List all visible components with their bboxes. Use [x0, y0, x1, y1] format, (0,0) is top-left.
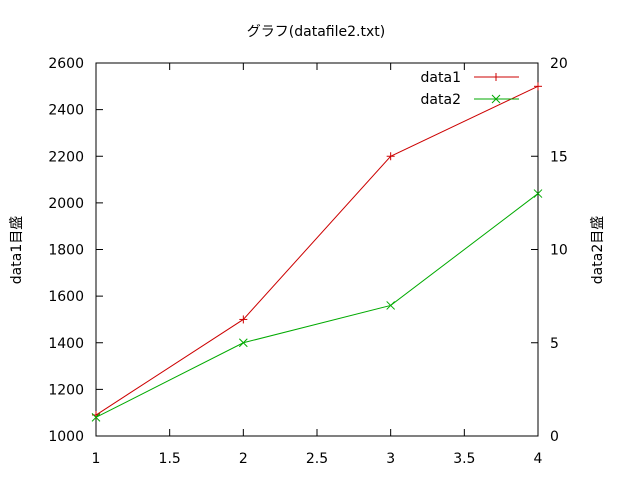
y-tick-label: 2000 [48, 196, 84, 212]
x-tick-label: 3 [386, 451, 395, 467]
y-axis-label: data1目盛 [9, 216, 25, 284]
legend-marker [491, 94, 501, 104]
data-point [533, 189, 543, 198]
series-layer [91, 82, 543, 422]
y2-tick-label: 10 [550, 243, 568, 259]
y2-axis-label: data2目盛 [590, 216, 606, 284]
x-axis: 1 1.5 2 2.5 3 3.5 4 [92, 63, 543, 467]
data-point [91, 412, 101, 422]
legend-label: data2 [421, 92, 461, 108]
y2-axis: 0 5 10 15 20 [531, 56, 568, 445]
y2-tick-label: 0 [550, 429, 559, 445]
legend: data1 data2 [421, 70, 519, 108]
x-tick-label: 3.5 [453, 451, 475, 467]
y-tick-label: 2200 [48, 149, 84, 165]
y2-tick-label: 5 [550, 336, 559, 352]
cross-marker-b [386, 301, 396, 310]
legend-item: data2 [421, 92, 519, 108]
y-axis: 1000 1200 1400 1600 1800 2000 2200 2400 2600 [48, 56, 103, 445]
series-line-data2 [95, 193, 539, 418]
y-tick-label: 2400 [48, 103, 84, 119]
x-tick-label: 1 [92, 451, 101, 467]
y2-tick-label: 15 [550, 149, 568, 165]
data-point [386, 152, 395, 161]
plot-frame [95, 62, 539, 437]
series-data1 [92, 82, 542, 420]
series-data2 [91, 189, 543, 422]
cross-marker-b [91, 412, 101, 422]
series-line-data1 [95, 85, 539, 416]
y-tick-label: 1600 [48, 289, 84, 305]
chart-title: グラフ(datafile2.txt) [247, 24, 385, 40]
cross-marker-b [491, 94, 501, 104]
data-point [239, 315, 248, 324]
x-tick-label: 4 [534, 451, 543, 467]
legend-label: data1 [421, 70, 461, 86]
legend-marker [492, 73, 500, 81]
cross-marker-b [533, 189, 543, 198]
x-tick-label: 2 [239, 451, 248, 467]
y-tick-label: 1400 [48, 336, 84, 352]
cross-marker-b [238, 338, 248, 348]
y-tick-label: 1800 [48, 243, 84, 259]
y2-tick-label: 20 [550, 56, 568, 72]
y-tick-label: 2600 [48, 56, 84, 72]
data-point [238, 338, 248, 348]
data-point [534, 82, 542, 91]
data-point [386, 301, 396, 310]
y-tick-label: 1200 [48, 382, 84, 398]
legend-item: data1 [421, 70, 519, 86]
y-tick-label: 1000 [48, 429, 84, 445]
x-tick-label: 2.5 [306, 451, 328, 467]
x-tick-label: 1.5 [159, 451, 181, 467]
